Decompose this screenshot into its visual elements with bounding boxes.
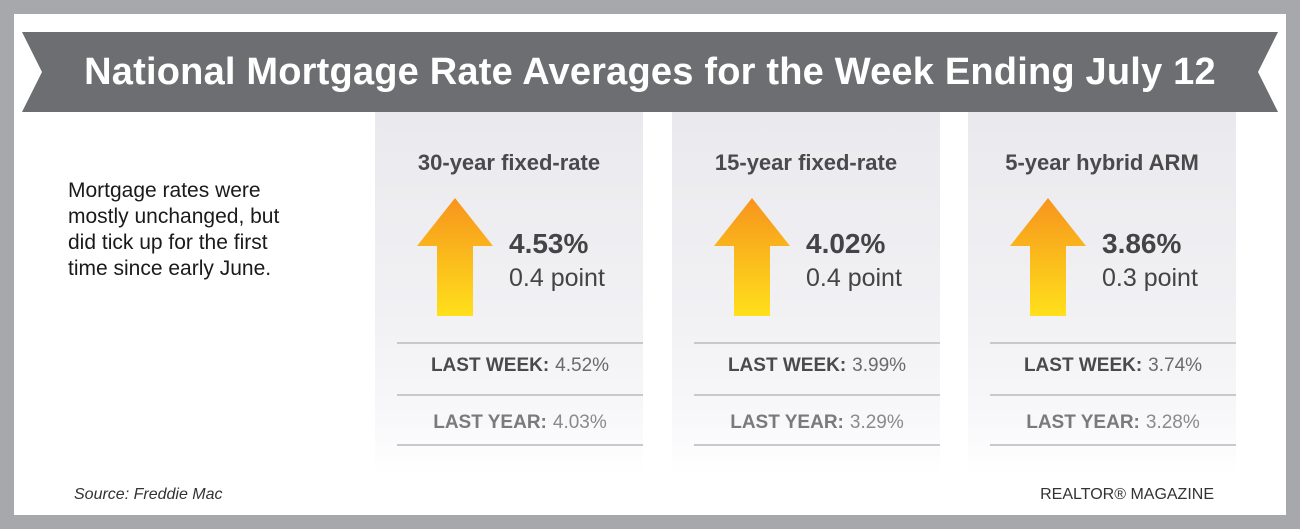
intro-line: mostly unchanged, but [68, 205, 280, 228]
rate-panel-30-year: 30-year fixed-rate 4.53% 0.4 point LAST … [375, 112, 643, 474]
last-year-label: LAST YEAR: [1026, 412, 1140, 433]
divider [694, 342, 940, 344]
last-week-label: LAST WEEK: [727, 355, 847, 376]
panel-title: 5-year hybrid ARM [1005, 150, 1199, 175]
last-week-value: 4.52% [555, 355, 610, 376]
last-week-label: LAST WEEK: [430, 355, 550, 376]
last-year-row: LAST YEAR: 3.29% [694, 412, 940, 434]
rate-panel-5-year-arm: 5-year hybrid ARM 3.86% 0.3 point LAST W… [968, 112, 1236, 474]
up-arrow-icon [1010, 198, 1086, 316]
last-week-row: LAST WEEK: 3.74% [990, 355, 1236, 377]
intro-line: did tick up for the first [68, 231, 268, 254]
last-year-value: 3.28% [1145, 412, 1200, 433]
divider [694, 444, 940, 446]
divider [990, 394, 1236, 396]
panel-title: 15-year fixed-rate [714, 150, 898, 175]
rate-change: 0.4 point [806, 264, 902, 292]
banner-ribbon [22, 32, 1278, 112]
title-banner: National Mortgage Rate Averages for the … [22, 32, 1278, 112]
last-week-row: LAST WEEK: 4.52% [397, 355, 643, 377]
divider [397, 342, 643, 344]
last-year-label: LAST YEAR: [433, 412, 547, 433]
current-rate: 4.53% [509, 228, 589, 259]
intro-line: time since early June. [68, 257, 272, 280]
panel-title: 30-year fixed-rate [417, 150, 601, 175]
rate-change: 0.3 point [1102, 264, 1198, 292]
last-year-row: LAST YEAR: 4.03% [397, 412, 643, 434]
last-week-value: 3.74% [1148, 355, 1203, 376]
up-arrow-icon [714, 198, 790, 316]
divider [990, 444, 1236, 446]
divider [397, 394, 643, 396]
current-rate: 3.86% [1102, 228, 1182, 259]
last-year-value: 4.03% [552, 412, 607, 433]
intro-line: Mortgage rates were [68, 179, 261, 202]
last-week-label: LAST WEEK: [1023, 355, 1143, 376]
source-credit: Source: Freddie Mac [74, 486, 223, 503]
intro-text: Mortgage rates were mostly unchanged, bu… [68, 178, 338, 282]
last-year-value: 3.29% [849, 412, 904, 433]
rate-panel-15-year: 15-year fixed-rate 4.02% 0.4 point LAST … [672, 112, 940, 474]
current-rate: 4.02% [806, 228, 886, 259]
last-week-value: 3.99% [852, 355, 907, 376]
last-week-row: LAST WEEK: 3.99% [694, 355, 940, 377]
brand-credit: REALTOR® MAGAZINE [1040, 486, 1214, 503]
divider [397, 444, 643, 446]
rate-change: 0.4 point [509, 264, 605, 292]
divider [694, 394, 940, 396]
page-title: National Mortgage Rate Averages for the … [84, 50, 1216, 93]
up-arrow-icon [417, 198, 493, 316]
divider [990, 342, 1236, 344]
last-year-row: LAST YEAR: 3.28% [990, 412, 1236, 434]
last-year-label: LAST YEAR: [730, 412, 844, 433]
